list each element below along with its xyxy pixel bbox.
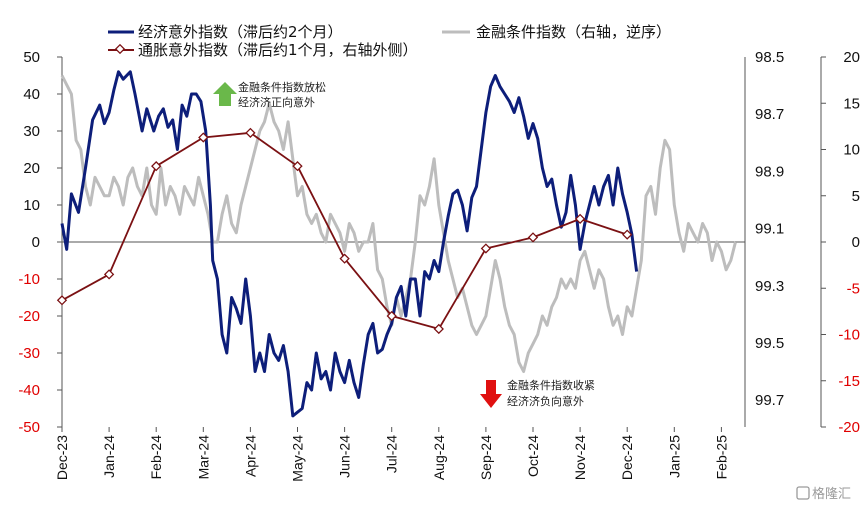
inflation-point-marker (103, 269, 115, 280)
legend-label-economic-surprise: 经济意外指数（滞后约2个月） (138, 23, 343, 41)
x-tick-label: Mar-24 (195, 435, 211, 480)
x-tick-label: Jan-25 (666, 435, 682, 478)
left-tick-label: -40 (18, 382, 40, 399)
inflation-point-marker (339, 253, 350, 264)
inflation-point-marker (480, 243, 492, 254)
inflation-point-marker (527, 232, 539, 243)
annotations: 金融条件指数放松 经济济正向意外 金融条件指数收紧 经济济负向意外 (213, 80, 595, 408)
outer-tick-label: 5 (852, 188, 860, 205)
inflation-point-marker (245, 127, 256, 139)
left-tick-label: 40 (23, 86, 40, 103)
legend-item-economic-surprise: 经济意外指数（滞后约2个月） (108, 23, 343, 41)
inverse-tick-label: 99.7 (755, 392, 784, 409)
left-tick-label: -30 (18, 345, 40, 362)
x-tick-label: Oct-24 (525, 435, 541, 477)
down-arrow-icon (480, 380, 502, 408)
legend-label-financial-conditions: 金融条件指数（右轴，逆序） (476, 23, 671, 41)
legend-item-financial-conditions: 金融条件指数（右轴，逆序） (442, 23, 671, 41)
inflation-point-marker (433, 323, 444, 335)
x-tick-label: Dec-24 (619, 435, 635, 480)
inflation-point-marker (292, 160, 303, 172)
watermark: 格隆汇 (796, 486, 851, 502)
left-tick-label: 10 (23, 197, 40, 214)
annotation-tightening-line-2: 经济济负向意外 (507, 394, 584, 408)
annotation-tightening-line-1: 金融条件指数收紧 (507, 378, 595, 392)
x-tick-label: Sep-24 (478, 435, 494, 480)
inverse-tick-label: 99.1 (755, 221, 784, 238)
x-tick-label: Apr-24 (242, 435, 258, 477)
annotation-tightening: 金融条件指数收紧 经济济负向意外 (480, 378, 595, 408)
left-tick-label: 0 (32, 234, 40, 251)
inverse-tick-label: 99.5 (755, 335, 784, 352)
x-tick-label: Dec-23 (54, 435, 70, 480)
outer-tick-label: 0 (852, 234, 860, 251)
x-tick-label: Feb-25 (713, 435, 729, 480)
annotation-easing-line-1: 金融条件指数放松 (238, 80, 326, 94)
left-tick-label: 50 (23, 49, 40, 66)
watermark-text: 格隆汇 (812, 486, 851, 502)
inverse-tick-label: 98.7 (755, 106, 784, 123)
outer-tick-label: -5 (847, 280, 860, 297)
legend-item-inflation-surprise: 通胀意外指数（滞后约1个月，右轴外侧） (108, 41, 418, 59)
series-line-financial-conditions (60, 74, 737, 373)
annotation-easing: 金融条件指数放松 经济济正向意外 (213, 80, 326, 109)
inflation-point-marker (574, 213, 586, 225)
legend-diamond-icon (114, 43, 126, 55)
axes: 50403020100-10-20-30-40-5098.598.798.999… (18, 49, 860, 482)
x-tick-label: Nov-24 (572, 435, 588, 480)
x-tick-label: Jan-24 (101, 435, 117, 478)
left-tick-label: 30 (23, 123, 40, 140)
series-layer (56, 70, 737, 418)
x-tick-label: Feb-24 (148, 435, 164, 480)
logo-icon (796, 486, 810, 500)
inflation-point-marker (622, 229, 633, 240)
left-tick-label: 20 (23, 160, 40, 177)
inflation-point-marker (56, 295, 68, 306)
up-arrow-icon (213, 82, 237, 106)
outer-tick-label: -20 (838, 419, 860, 436)
inverse-tick-label: 98.5 (755, 49, 784, 66)
x-tick-label: May-24 (290, 435, 306, 482)
outer-tick-label: -10 (838, 327, 860, 344)
left-tick-label: -50 (18, 419, 40, 436)
inflation-point-marker (151, 160, 162, 172)
left-tick-label: -20 (18, 308, 40, 325)
left-tick-label: -10 (18, 271, 40, 288)
outer-tick-label: 20 (843, 49, 860, 66)
outer-tick-label: 15 (843, 95, 860, 112)
outer-tick-label: 10 (843, 142, 860, 159)
x-tick-label: Aug-24 (431, 435, 447, 480)
legend-label-inflation-surprise: 通胀意外指数（滞后约1个月，右轴外侧） (138, 41, 418, 59)
inflation-point-marker (198, 132, 209, 143)
annotation-easing-line-2: 经济济正向意外 (238, 95, 315, 109)
outer-tick-label: -15 (838, 373, 860, 390)
inverse-tick-label: 98.9 (755, 163, 784, 180)
inflation-point-marker (386, 310, 397, 322)
x-tick-label: Jun-24 (337, 435, 353, 478)
x-tick-label: Jul-24 (384, 435, 400, 473)
inverse-tick-label: 99.3 (755, 278, 784, 295)
legend: 经济意外指数（滞后约2个月） 金融条件指数（右轴，逆序） 通胀意外指数（滞后约1… (108, 23, 671, 59)
series-line-economic-surprise (60, 70, 639, 418)
